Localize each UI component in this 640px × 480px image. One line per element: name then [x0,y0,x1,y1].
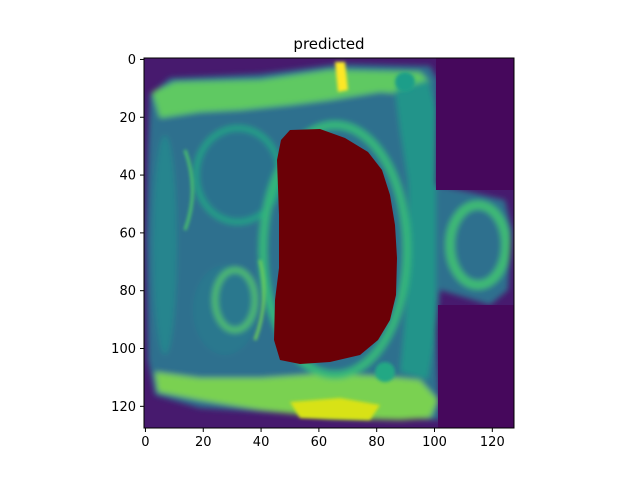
predicted-mask [274,129,397,364]
left-organ [198,130,278,220]
y-tick-label: 120 [111,400,136,415]
upper-band [152,70,430,118]
x-tick-label: 40 [253,435,270,450]
bottom-right-dot [375,362,395,382]
x-tick-label: 20 [195,435,212,450]
spine-core [465,221,495,265]
right-background [436,58,514,190]
y-tick-label: 100 [111,342,136,357]
y-tick-label: 20 [119,111,136,126]
x-axis: 0 20 40 60 80 100 120 [141,428,505,450]
mid-left-detail-2 [253,259,266,341]
y-tick-label: 80 [119,284,136,299]
right-background-lower [438,305,514,428]
axes-frame [143,57,515,429]
y-tick-label: 0 [128,53,136,68]
bright-bottom-detail [290,398,380,420]
spine-ring [445,200,511,290]
bright-top-detail [335,62,348,92]
x-tick-label: 60 [311,435,328,450]
y-axis: 0 20 40 60 80 100 120 [111,53,144,415]
lower-left-structure [193,265,257,355]
top-right-dot [395,72,415,92]
x-tick-label: 120 [480,435,505,450]
x-tick-label: 80 [368,435,385,450]
lower-left-loop [212,267,258,333]
y-tick-label: 60 [119,226,136,241]
x-tick-label: 100 [422,435,447,450]
left-edge [153,135,177,355]
right-band [395,80,436,380]
mask-halo [259,121,411,379]
y-tick-label: 40 [119,169,136,184]
mid-left-detail [183,149,194,231]
plot-title: predicted [293,35,364,53]
x-tick-label: 0 [141,435,149,450]
mri-image [144,58,514,428]
